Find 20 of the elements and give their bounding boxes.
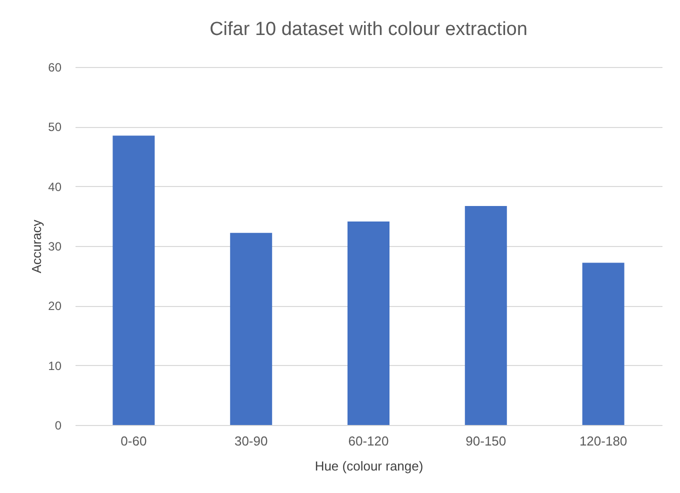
bar [464,206,507,425]
bar [582,262,624,425]
bar [230,232,272,425]
y-tick-label: 20 [48,299,62,314]
bar [112,136,155,425]
x-tick-label: 0-60 [120,434,147,448]
bar [348,222,390,425]
y-axis-title: Accuracy [29,219,44,274]
y-tick-label: 10 [48,358,62,373]
y-tick-label: 30 [48,240,62,254]
chart-title: Cifar 10 dataset with colour extraction [210,19,528,40]
x-tick-label: 30-90 [234,434,268,448]
y-tick-label: 60 [48,60,62,74]
x-tick-label: 60-120 [348,434,389,448]
x-axis-title: Hue (colour range) [314,458,424,474]
x-tick-label: 90-150 [466,434,506,448]
y-tick-label: 0 [54,418,62,432]
y-tick-label: 50 [48,120,62,134]
y-tick-label: 40 [48,180,62,194]
x-tick-label: 120-180 [579,434,628,448]
